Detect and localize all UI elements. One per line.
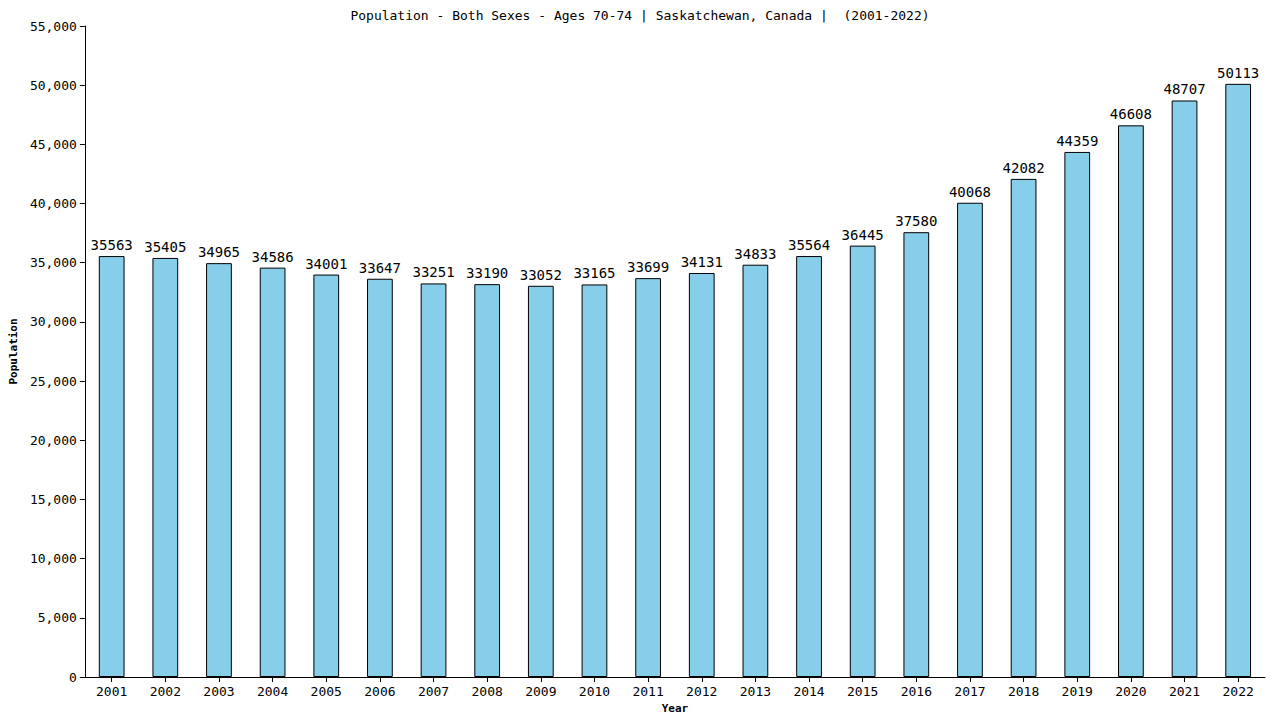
- svg-text:2013: 2013: [740, 684, 771, 699]
- svg-text:40068: 40068: [949, 184, 991, 200]
- svg-text:0: 0: [69, 670, 77, 685]
- svg-text:2004: 2004: [257, 684, 288, 699]
- svg-text:2020: 2020: [1115, 684, 1146, 699]
- svg-text:Year: Year: [662, 702, 689, 715]
- svg-text:2019: 2019: [1062, 684, 1093, 699]
- svg-text:30,000: 30,000: [30, 314, 77, 329]
- svg-text:33052: 33052: [520, 267, 562, 283]
- svg-text:Population: Population: [7, 318, 20, 384]
- svg-text:2011: 2011: [632, 684, 663, 699]
- svg-text:55,000: 55,000: [30, 19, 77, 34]
- svg-text:34965: 34965: [198, 244, 240, 260]
- svg-text:34833: 34833: [734, 246, 776, 262]
- svg-text:48707: 48707: [1163, 81, 1205, 97]
- svg-text:2003: 2003: [203, 684, 234, 699]
- svg-text:25,000: 25,000: [30, 374, 77, 389]
- svg-text:44359: 44359: [1056, 133, 1098, 149]
- svg-text:2006: 2006: [364, 684, 395, 699]
- svg-text:2021: 2021: [1169, 684, 1200, 699]
- svg-text:33699: 33699: [627, 259, 669, 275]
- svg-text:5,000: 5,000: [38, 610, 77, 625]
- svg-text:2014: 2014: [793, 684, 824, 699]
- svg-text:2002: 2002: [150, 684, 181, 699]
- svg-text:34586: 34586: [252, 249, 294, 265]
- svg-text:2010: 2010: [579, 684, 610, 699]
- svg-text:10,000: 10,000: [30, 551, 77, 566]
- svg-text:45,000: 45,000: [30, 137, 77, 152]
- svg-text:2022: 2022: [1223, 684, 1254, 699]
- svg-text:33251: 33251: [412, 264, 454, 280]
- svg-text:36445: 36445: [842, 227, 884, 243]
- svg-text:Population - Both Sexes - Ages: Population - Both Sexes - Ages 70-74 | S…: [350, 8, 929, 23]
- svg-text:50,000: 50,000: [30, 78, 77, 93]
- svg-text:2005: 2005: [311, 684, 342, 699]
- svg-text:34131: 34131: [681, 254, 723, 270]
- svg-text:2001: 2001: [96, 684, 127, 699]
- svg-text:46608: 46608: [1110, 106, 1152, 122]
- svg-text:2016: 2016: [901, 684, 932, 699]
- svg-text:15,000: 15,000: [30, 492, 77, 507]
- svg-text:34001: 34001: [305, 256, 347, 272]
- svg-text:2017: 2017: [954, 684, 985, 699]
- svg-text:33190: 33190: [466, 265, 508, 281]
- svg-text:2015: 2015: [847, 684, 878, 699]
- svg-text:37580: 37580: [895, 213, 937, 229]
- svg-text:35563: 35563: [91, 237, 133, 253]
- svg-text:40,000: 40,000: [30, 196, 77, 211]
- svg-text:2009: 2009: [525, 684, 556, 699]
- svg-text:33165: 33165: [573, 265, 615, 281]
- svg-text:2007: 2007: [418, 684, 449, 699]
- svg-text:33647: 33647: [359, 260, 401, 276]
- svg-text:42082: 42082: [1003, 160, 1045, 176]
- svg-text:35,000: 35,000: [30, 255, 77, 270]
- svg-text:35564: 35564: [788, 237, 830, 253]
- svg-text:50113: 50113: [1217, 65, 1259, 81]
- svg-text:2018: 2018: [1008, 684, 1039, 699]
- svg-text:20,000: 20,000: [30, 433, 77, 448]
- svg-text:2012: 2012: [686, 684, 717, 699]
- svg-text:2008: 2008: [472, 684, 503, 699]
- svg-text:35405: 35405: [144, 239, 186, 255]
